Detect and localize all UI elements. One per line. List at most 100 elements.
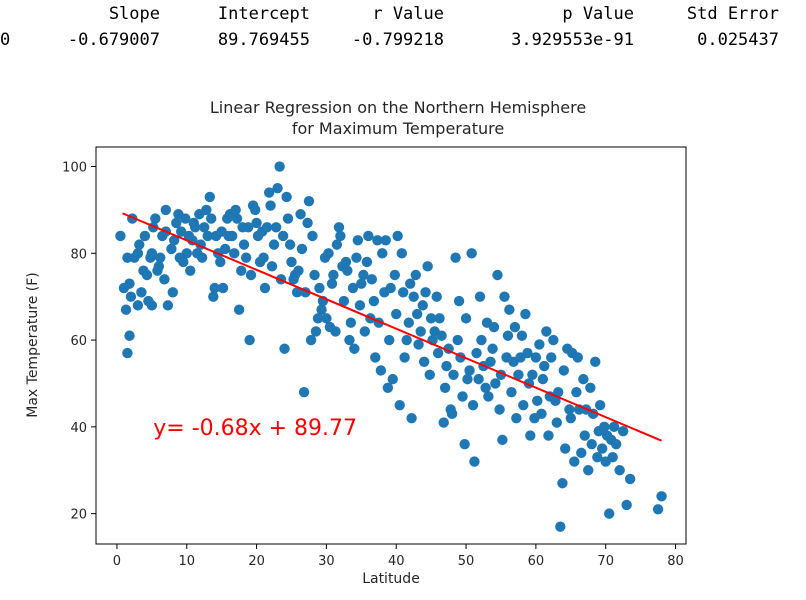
scatter-point <box>599 421 610 433</box>
scatter-point <box>238 239 250 250</box>
scatter-point <box>132 248 144 259</box>
scatter-point <box>394 399 405 411</box>
scatter-point <box>607 452 618 463</box>
scatter-point <box>125 291 137 302</box>
scatter-point <box>303 196 315 207</box>
scatter-point <box>415 326 426 337</box>
scatter-point <box>380 235 391 246</box>
scatter-point <box>492 269 503 281</box>
scatter-point <box>413 339 424 350</box>
scatter-point <box>335 230 346 242</box>
y-tick-label: 40 <box>70 421 87 436</box>
scatter-point <box>614 465 625 476</box>
scatter-point <box>345 317 357 328</box>
scatter-point <box>270 222 282 233</box>
scatter-point <box>333 222 345 233</box>
scatter-point <box>389 269 401 281</box>
scatter-point <box>351 252 362 263</box>
scatter-point <box>539 360 550 372</box>
scatter-point <box>171 217 182 229</box>
scatter-point <box>422 261 433 272</box>
scatter-point <box>476 334 487 346</box>
scatter-point <box>226 230 238 242</box>
x-tick-label: 60 <box>528 554 545 569</box>
scatter-point <box>586 439 597 450</box>
scatter-point <box>480 382 491 394</box>
scatter-point <box>217 282 229 294</box>
x-tick-label: 10 <box>178 554 195 569</box>
stats-header-slope: Slope <box>108 4 160 24</box>
y-tick-label: 100 <box>62 161 87 176</box>
scatter-point <box>504 304 515 315</box>
scatter-point <box>178 256 189 268</box>
scatter-point <box>466 248 477 259</box>
scatter-point <box>263 187 275 198</box>
scatter-point <box>359 326 371 337</box>
scatter-point <box>557 478 568 489</box>
scatter-point <box>201 204 212 216</box>
scatter-point <box>608 421 620 433</box>
scatter-point <box>621 499 632 511</box>
scatter-point <box>522 347 533 359</box>
scatter-point <box>277 230 289 242</box>
scatter-point <box>537 373 549 385</box>
scatter-point <box>132 300 144 311</box>
scatter-point <box>494 404 505 415</box>
scatter-point <box>185 265 196 276</box>
stats-value-std-error: 0.025437 <box>697 30 779 50</box>
x-axis-ticks: 0 10 20 30 40 50 60 70 80 <box>113 544 684 569</box>
scatter-point <box>406 412 417 424</box>
scatter-point <box>305 334 317 346</box>
scatter-point <box>656 491 667 502</box>
scatter-point <box>550 395 561 407</box>
scatter-point <box>564 404 575 415</box>
scatter-point <box>403 317 415 328</box>
scatter-point <box>610 439 622 450</box>
scatter-point <box>459 439 470 450</box>
scatter-point <box>462 373 473 385</box>
scatter-point <box>624 473 636 485</box>
scatter-point <box>396 248 408 259</box>
scatter-point <box>617 425 629 437</box>
x-tick-label: 50 <box>458 554 475 569</box>
scatter-point <box>236 265 247 276</box>
scatter-point <box>469 456 480 467</box>
scatter-point <box>307 230 318 242</box>
scatter-point <box>460 313 472 324</box>
scatter-point <box>525 430 536 441</box>
scatter-point <box>452 334 463 346</box>
scatter-point <box>467 399 479 411</box>
scatter-point <box>530 352 542 363</box>
scatter-point <box>245 269 257 281</box>
scatter-point <box>450 252 461 263</box>
x-tick-label: 30 <box>318 554 335 569</box>
scatter-point <box>261 222 273 233</box>
scatter-point <box>274 161 285 172</box>
scatter-point <box>572 352 583 363</box>
scatter-point <box>474 291 486 302</box>
scatter-point <box>578 373 589 385</box>
scatter-point <box>160 204 172 216</box>
scatter-point <box>448 369 459 380</box>
scatter-point <box>488 321 500 333</box>
scatter-point <box>349 343 360 354</box>
scatter-point <box>385 282 396 294</box>
scatter-point <box>296 243 308 255</box>
scatter-point <box>363 230 374 242</box>
scatter-point <box>506 386 517 398</box>
scatter-point <box>358 269 369 281</box>
chart-title-line-2: for Maximum Temperature <box>292 119 504 138</box>
stats-value-p-value: 3.929553e-91 <box>511 30 634 50</box>
scatter-point <box>583 465 594 476</box>
scatter-point <box>146 300 158 311</box>
scatter-point <box>401 334 412 346</box>
scatter-point <box>356 278 367 289</box>
scatter-chart: Linear Regression on the Northern Hemisp… <box>25 98 687 587</box>
scatter-point <box>576 447 587 459</box>
scatter-point <box>603 508 615 519</box>
y-tick-label: 60 <box>70 334 87 349</box>
scatter-point <box>281 191 292 203</box>
scatter-point <box>208 291 219 302</box>
stats-row-index: 0 <box>0 30 11 50</box>
x-tick-label: 0 <box>113 554 121 569</box>
